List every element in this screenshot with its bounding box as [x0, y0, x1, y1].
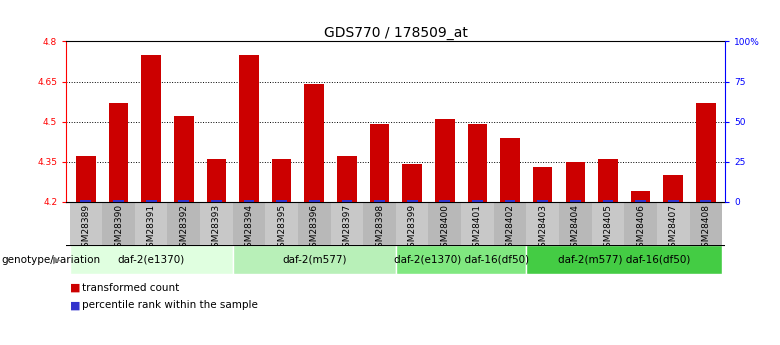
Bar: [396, 202, 428, 245]
Bar: [102, 202, 135, 245]
Bar: [461, 202, 494, 245]
Bar: [337, 156, 356, 202]
Bar: [494, 202, 526, 245]
Text: GSM28399: GSM28399: [408, 204, 417, 253]
Text: GSM28389: GSM28389: [81, 204, 90, 253]
Bar: [472, 200, 483, 202]
Bar: [533, 167, 552, 202]
Bar: [211, 200, 222, 202]
Text: genotype/variation: genotype/variation: [2, 255, 101, 265]
Text: GSM28390: GSM28390: [114, 204, 123, 253]
Bar: [631, 191, 651, 202]
Bar: [690, 202, 722, 245]
Text: GSM28391: GSM28391: [147, 204, 156, 253]
Text: GSM28396: GSM28396: [310, 204, 319, 253]
Bar: [243, 200, 254, 202]
Bar: [700, 200, 711, 202]
Bar: [80, 200, 91, 202]
Bar: [342, 200, 353, 202]
Bar: [370, 124, 389, 202]
Text: GSM28408: GSM28408: [701, 204, 711, 253]
Bar: [439, 200, 450, 202]
Bar: [135, 202, 168, 245]
Bar: [526, 245, 722, 274]
Bar: [331, 202, 363, 245]
Bar: [174, 116, 193, 202]
Bar: [265, 202, 298, 245]
Text: ▶: ▶: [53, 255, 61, 265]
Text: GSM28400: GSM28400: [440, 204, 449, 253]
Text: ■: ■: [70, 283, 80, 293]
Bar: [76, 156, 96, 202]
Bar: [570, 200, 580, 202]
Title: GDS770 / 178509_at: GDS770 / 178509_at: [324, 26, 468, 40]
Bar: [526, 202, 559, 245]
Bar: [598, 159, 618, 202]
Bar: [108, 103, 128, 202]
Bar: [635, 200, 646, 202]
Bar: [624, 202, 657, 245]
Text: GSM28404: GSM28404: [571, 204, 580, 253]
Bar: [141, 55, 161, 202]
Bar: [272, 159, 292, 202]
Bar: [603, 200, 613, 202]
Bar: [146, 200, 157, 202]
Bar: [664, 175, 683, 202]
Bar: [591, 202, 624, 245]
Bar: [179, 200, 189, 202]
Bar: [402, 165, 422, 202]
Bar: [207, 159, 226, 202]
Text: daf-2(e1370) daf-16(df50): daf-2(e1370) daf-16(df50): [394, 255, 529, 265]
Bar: [566, 162, 585, 202]
Bar: [276, 200, 287, 202]
Bar: [232, 245, 396, 274]
Text: ■: ■: [70, 300, 80, 310]
Bar: [537, 200, 548, 202]
Bar: [657, 202, 690, 245]
Text: GSM28407: GSM28407: [668, 204, 678, 253]
Text: daf-2(m577) daf-16(df50): daf-2(m577) daf-16(df50): [558, 255, 690, 265]
Text: daf-2(m577): daf-2(m577): [282, 255, 346, 265]
Bar: [435, 119, 455, 202]
Text: GSM28397: GSM28397: [342, 204, 352, 253]
Bar: [69, 202, 102, 245]
Bar: [239, 55, 259, 202]
Text: GSM28405: GSM28405: [604, 204, 612, 253]
Text: percentile rank within the sample: percentile rank within the sample: [82, 300, 257, 310]
Bar: [232, 202, 265, 245]
Text: GSM28392: GSM28392: [179, 204, 188, 253]
Bar: [69, 245, 232, 274]
Bar: [505, 200, 516, 202]
Text: GSM28401: GSM28401: [473, 204, 482, 253]
Text: GSM28398: GSM28398: [375, 204, 384, 253]
Text: GSM28402: GSM28402: [505, 204, 515, 253]
Bar: [200, 202, 232, 245]
Text: GSM28394: GSM28394: [244, 204, 254, 253]
Text: transformed count: transformed count: [82, 283, 179, 293]
Bar: [168, 202, 200, 245]
Bar: [559, 202, 591, 245]
Text: GSM28406: GSM28406: [636, 204, 645, 253]
Text: daf-2(e1370): daf-2(e1370): [118, 255, 185, 265]
Text: GSM28395: GSM28395: [277, 204, 286, 253]
Text: GSM28403: GSM28403: [538, 204, 548, 253]
Bar: [407, 200, 417, 202]
Bar: [468, 124, 488, 202]
Bar: [396, 245, 526, 274]
Bar: [113, 200, 124, 202]
Bar: [363, 202, 396, 245]
Text: GSM28393: GSM28393: [212, 204, 221, 253]
Bar: [298, 202, 331, 245]
Bar: [374, 200, 385, 202]
Bar: [309, 200, 320, 202]
Bar: [500, 138, 519, 202]
Bar: [428, 202, 461, 245]
Bar: [304, 84, 324, 202]
Bar: [668, 200, 679, 202]
Bar: [696, 103, 715, 202]
